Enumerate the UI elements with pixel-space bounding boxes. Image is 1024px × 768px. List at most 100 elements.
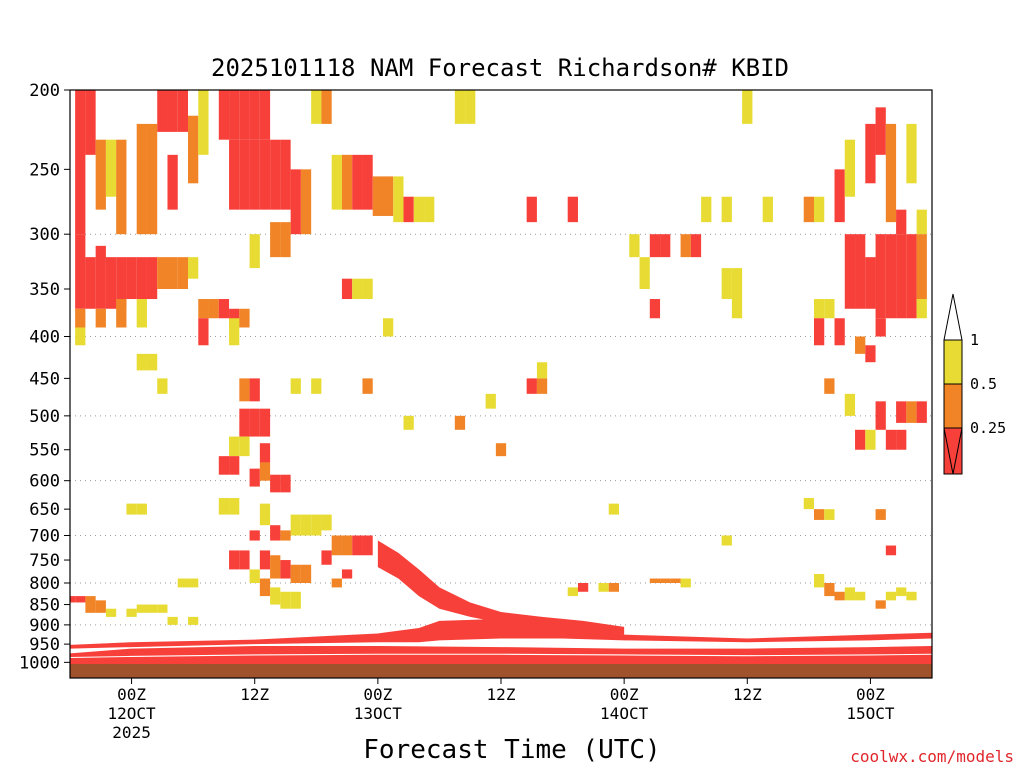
data-cell	[136, 299, 147, 328]
data-cell	[813, 318, 825, 346]
data-cell	[577, 582, 589, 592]
y-tick-label: 500	[29, 407, 60, 427]
data-cell	[270, 555, 281, 579]
data-cell	[198, 318, 209, 346]
data-cell	[311, 90, 322, 124]
data-cell	[896, 429, 907, 450]
data-cell	[649, 299, 661, 319]
data-cell	[249, 408, 260, 437]
data-cell	[331, 154, 342, 210]
data-cell	[670, 578, 681, 583]
data-cell	[249, 139, 260, 210]
data-cell	[813, 573, 825, 588]
plot-background	[70, 90, 932, 678]
data-cell	[639, 257, 650, 290]
data-cell	[167, 257, 178, 290]
data-cell	[290, 514, 301, 536]
data-cell	[803, 498, 814, 510]
y-tick-label: 300	[29, 225, 60, 245]
data-cell	[116, 299, 127, 328]
x-tick-label: 12OCT	[107, 704, 156, 723]
data-cell	[229, 308, 240, 328]
data-cell	[239, 378, 250, 402]
data-cell	[362, 154, 373, 210]
data-cell	[136, 353, 147, 371]
y-tick-label: 350	[29, 280, 60, 300]
data-cell	[834, 169, 845, 223]
data-cell	[126, 257, 137, 300]
data-cell	[290, 169, 301, 235]
data-cell	[885, 429, 897, 450]
data-cell	[229, 139, 240, 210]
data-cell	[341, 154, 353, 210]
data-cell	[249, 468, 260, 487]
y-tick-label: 800	[29, 574, 60, 594]
data-cell	[762, 196, 773, 223]
data-cell	[188, 115, 199, 184]
data-cell	[526, 196, 537, 223]
data-cell	[608, 582, 620, 592]
data-cell	[300, 169, 312, 235]
data-cell	[896, 209, 907, 235]
data-cell	[567, 196, 578, 223]
data-cell	[896, 234, 907, 319]
data-cell	[454, 90, 466, 124]
data-cell	[526, 378, 537, 394]
data-cell	[844, 587, 856, 601]
data-cell	[198, 299, 209, 319]
y-tick-label: 650	[29, 500, 60, 520]
x-tick-label: 00Z	[610, 685, 639, 704]
data-cell	[270, 222, 281, 258]
data-cell	[136, 604, 147, 613]
data-cell	[834, 591, 845, 601]
data-cell	[403, 415, 414, 430]
data-cell	[259, 90, 271, 140]
y-tick-label: 600	[29, 472, 60, 492]
y-tick-label: 450	[29, 369, 60, 389]
data-cell	[382, 176, 394, 216]
plot-area	[70, 90, 932, 678]
data-cell	[885, 591, 897, 601]
credit-text: coolwx.com/models	[850, 747, 1014, 766]
data-cell	[341, 535, 353, 556]
data-cell	[352, 535, 363, 556]
x-tick-label: 00Z	[363, 685, 392, 704]
data-cell	[146, 604, 158, 613]
data-cell	[188, 616, 199, 625]
data-cell	[280, 591, 291, 609]
x-tick-label: 15OCT	[846, 704, 895, 723]
data-cell	[352, 154, 363, 210]
data-cell	[126, 503, 137, 515]
data-cell	[249, 569, 260, 583]
data-cell	[229, 456, 240, 475]
data-cell	[906, 234, 917, 319]
legend-label: 0.5	[970, 375, 997, 393]
data-cell	[885, 545, 897, 556]
data-cell	[75, 90, 86, 235]
data-cell	[136, 257, 147, 300]
data-cell	[341, 569, 353, 579]
data-cell	[136, 503, 147, 515]
data-cell	[865, 257, 876, 309]
data-cell	[270, 587, 281, 605]
x-tick-label: 13OCT	[354, 704, 403, 723]
data-cell	[249, 90, 260, 140]
data-cell	[567, 587, 578, 597]
data-cell	[239, 139, 250, 210]
data-cell	[896, 401, 907, 423]
data-cell	[362, 378, 373, 394]
x-tick-label: 12Z	[240, 685, 269, 704]
data-cell	[424, 196, 435, 223]
data-cell	[536, 378, 548, 394]
data-cell	[403, 196, 414, 223]
data-cell	[649, 234, 661, 258]
data-cell	[126, 608, 137, 617]
data-cell	[208, 299, 219, 319]
data-cell	[105, 608, 117, 617]
chart-title: 2025101118 NAM Forecast Richardson# KBID	[211, 54, 789, 82]
data-cell	[824, 509, 835, 520]
x-tick-label: 00Z	[117, 685, 146, 704]
data-cell	[75, 327, 86, 346]
data-cell	[824, 299, 835, 319]
